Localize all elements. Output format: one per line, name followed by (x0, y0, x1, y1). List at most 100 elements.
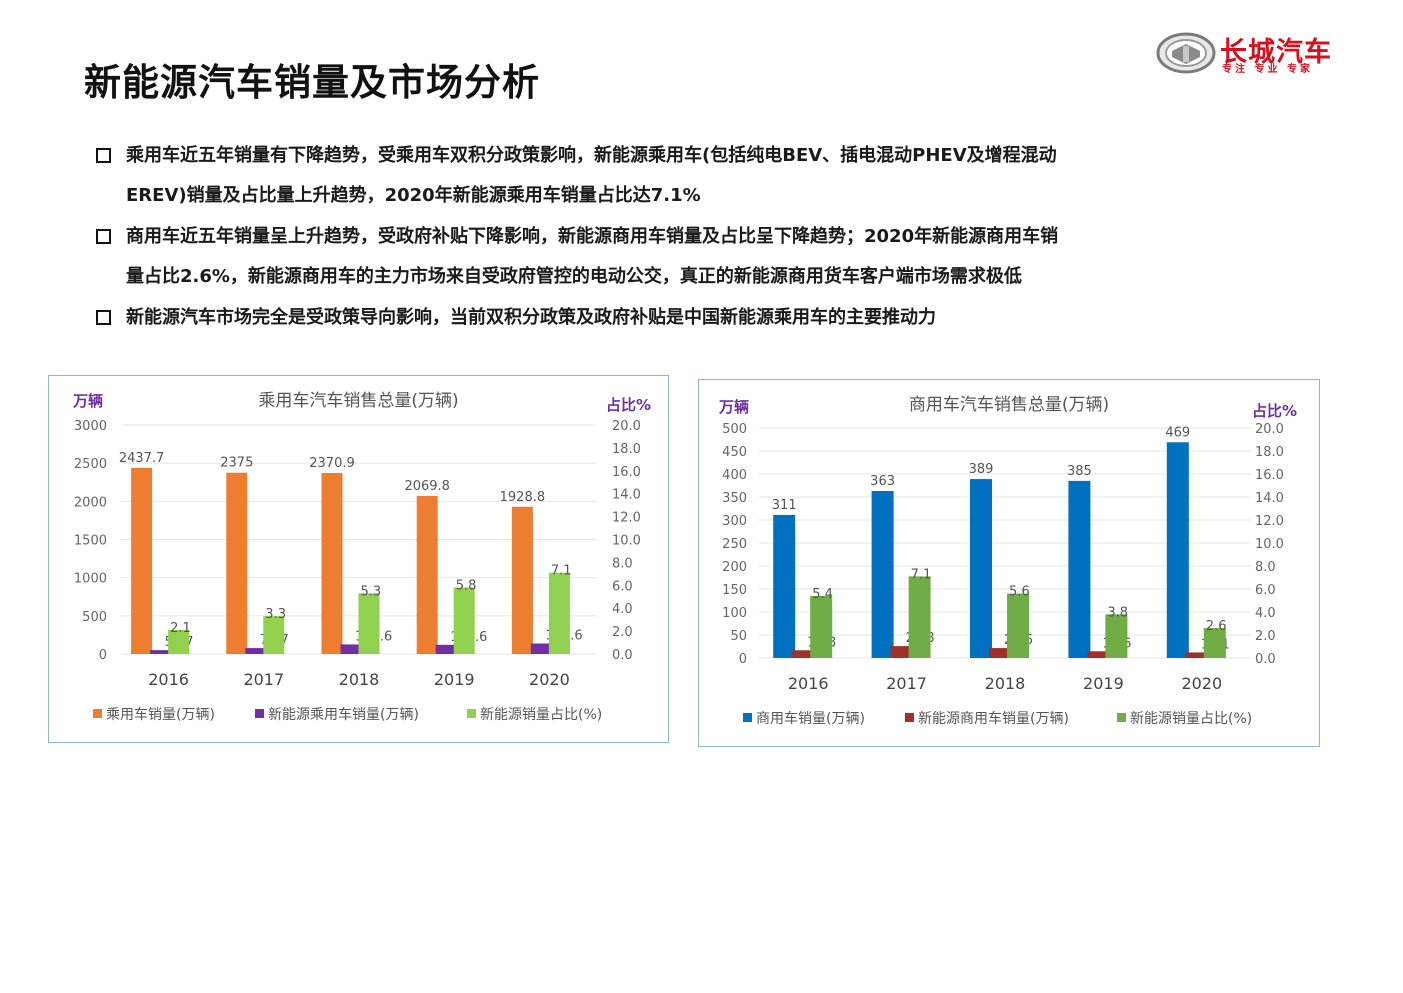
left-axis-tick-label: 2500 (74, 457, 107, 472)
commercial-vehicle-chart: 商用车汽车销售总量(万辆)万辆 占比%5004504003503002502001… (718, 395, 1297, 727)
chart-title: 乘用车汽车销售总量(万辆) (258, 391, 458, 411)
bar (810, 595, 833, 658)
passenger-car-chart: 乘用车汽车销售总量(万辆) 万辆 占比% 3000 2500 2000 1500 1000 50… (72, 391, 651, 723)
data-label: 385 (1067, 464, 1092, 479)
legend-swatch (93, 709, 102, 718)
left-axis-tick-label: 200 (722, 560, 747, 575)
x-axis-tick-label: 2016 (148, 670, 189, 689)
right-axis-tick-label: 20.0 (1255, 422, 1284, 437)
x-axis-tick-label: 2020 (529, 670, 570, 689)
legend-label: 乘用车销量(万辆) (106, 706, 215, 723)
right-axis-tick-label: 16.0 (1255, 468, 1284, 483)
legend-label: 商用车销量(万辆) (756, 710, 865, 727)
checkbox-icon (96, 229, 111, 244)
bullet-item: 新能源汽车市场完全是受政策导向影响，当前双积分政策及政府补贴是中国新能源乘用车的… (95, 298, 1295, 338)
data-label: 3.8 (1107, 605, 1128, 620)
data-label: 2437.7 (119, 451, 165, 466)
legend-swatch (743, 713, 752, 722)
right-axis-tick-label: 0.0 (1255, 652, 1276, 667)
bar (908, 576, 931, 658)
left-axis-tick-label: 1500 (74, 534, 107, 549)
data-label: 5.3 (361, 584, 382, 599)
brand-logo: 长城汽车 专注 专业 专家 (1156, 30, 1346, 76)
brand-name: 长城汽车 (1220, 37, 1332, 68)
bar (245, 648, 267, 654)
right-axis-tick-label: 12.0 (1255, 514, 1284, 529)
data-label: 389 (969, 462, 994, 477)
bar (511, 506, 533, 654)
legend-label: 新能源销量占比(%) (480, 707, 602, 723)
right-axis-label: 占比% (606, 396, 651, 414)
bar (1087, 651, 1110, 658)
data-label: 2370.9 (309, 456, 355, 471)
right-axis-tick-label: 10.0 (1255, 537, 1284, 552)
legend-swatch (1117, 713, 1126, 722)
bar (1068, 480, 1091, 658)
bar (131, 467, 153, 654)
bar (1007, 593, 1029, 658)
right-axis-tick-label: 4.0 (1255, 606, 1276, 621)
data-label: 5.8 (456, 579, 477, 594)
left-axis-tick-label: 450 (722, 445, 747, 460)
data-label: 1928.8 (500, 490, 546, 505)
legend-swatch (905, 713, 914, 722)
right-axis-tick-label: 2.0 (612, 625, 633, 640)
legend-swatch (467, 709, 476, 718)
left-axis-tick-label: 100 (722, 606, 747, 621)
checkbox-icon (96, 310, 111, 325)
left-axis-tick-label: 500 (722, 422, 747, 437)
left-axis-tick-label: 0 (99, 648, 107, 663)
data-label: 2.6 (1206, 619, 1227, 634)
right-axis-tick-label: 14.0 (612, 488, 641, 503)
legend-label: 新能源乘用车销量(万辆) (268, 706, 419, 723)
data-label: 2069.8 (404, 479, 450, 494)
bar (530, 643, 552, 654)
data-label: 7.1 (551, 564, 572, 579)
left-axis-tick-label: 50 (730, 629, 747, 644)
right-axis-tick-label: 12.0 (612, 511, 641, 526)
right-axis-tick-label: 16.0 (612, 465, 641, 480)
right-axis-tick-label: 4.0 (612, 602, 633, 617)
bar (890, 646, 913, 658)
left-axis-label: 万辆 (718, 398, 749, 416)
bar (150, 650, 172, 654)
bullet-text: EREV)销量及占比量上升趋势，2020年新能源乘用车销量占比达7.1% (126, 185, 701, 206)
bullet-text: 量占比2.6%，新能源商用车的主力市场来自受政府管控的电动公交，真正的新能源商用… (126, 266, 1022, 287)
left-axis-label: 万辆 (72, 392, 103, 410)
commercial-vehicle-chart-panel: 商用车汽车销售总量(万辆) 万辆 占比% 500 450 400 350 300 250 200 1… (698, 379, 1320, 747)
right-axis-tick-label: 8.0 (612, 556, 633, 571)
bullet-list: 乘用车近五年销量有下降趋势，受乘用车双积分政策影响，新能源乘用车(包括纯电BEV… (95, 136, 1295, 339)
right-axis-label: 占比% (1252, 402, 1297, 420)
bar (871, 491, 894, 658)
bullet-item: 乘用车近五年销量有下降趋势，受乘用车双积分政策影响，新能源乘用车(包括纯电BEV… (95, 136, 1295, 216)
legend-label: 新能源销量占比(%) (1130, 711, 1252, 727)
right-axis-tick-label: 2.0 (1255, 629, 1276, 644)
right-axis-tick-label: 8.0 (1255, 560, 1276, 575)
bar (321, 473, 343, 654)
bar (416, 496, 438, 654)
data-label: 469 (1165, 425, 1190, 440)
x-axis-tick-label: 2017 (886, 674, 927, 693)
left-axis-tick-label: 0 (739, 652, 747, 667)
right-axis-tick-label: 20.0 (612, 419, 641, 434)
bar (226, 472, 248, 654)
right-axis-tick-label: 10.0 (612, 534, 641, 549)
x-axis-tick-label: 2017 (243, 670, 284, 689)
data-label: 7.1 (911, 567, 932, 582)
bar (970, 479, 992, 658)
left-axis-tick-label: 3000 (74, 419, 107, 434)
bar (792, 650, 815, 658)
right-axis-tick-label: 6.0 (1255, 583, 1276, 598)
x-axis-tick-label: 2018 (985, 674, 1026, 693)
left-axis-tick-label: 150 (722, 583, 747, 598)
bullet-text: 新能源汽车市场完全是受政策导向影响，当前双积分政策及政府补贴是中国新能源乘用车的… (126, 307, 936, 328)
right-axis-tick-label: 6.0 (612, 579, 633, 594)
bar (773, 514, 796, 658)
x-axis-tick-label: 2018 (339, 670, 380, 689)
bar (453, 587, 475, 654)
legend-label: 新能源商用车销量(万辆) (918, 710, 1069, 727)
left-axis-tick-label: 400 (722, 468, 747, 483)
bar (1105, 614, 1128, 658)
bar (1203, 628, 1226, 658)
bar (1185, 652, 1208, 658)
